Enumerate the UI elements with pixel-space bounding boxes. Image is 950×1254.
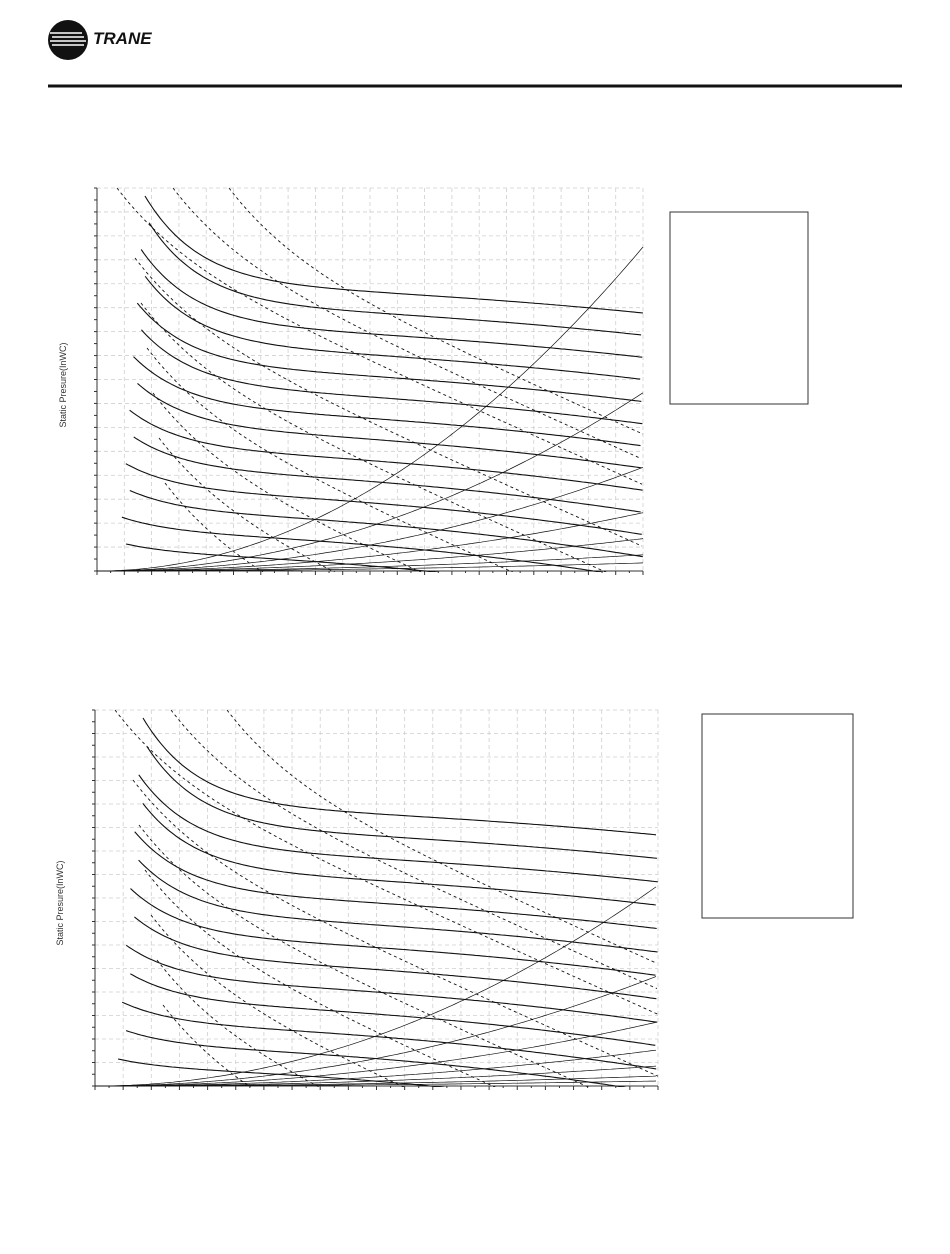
system-curve	[97, 512, 644, 572]
fan-curve	[133, 356, 641, 447]
plot	[94, 187, 644, 575]
plot	[92, 709, 659, 1090]
fan-curve	[125, 463, 642, 535]
system-curve	[95, 1049, 657, 1087]
power-curve	[140, 302, 607, 572]
power-curve	[150, 914, 405, 1087]
fan-curve	[137, 382, 642, 469]
power-curve	[158, 437, 336, 572]
power-curve	[172, 187, 642, 459]
curves	[95, 709, 659, 1087]
fan-curve	[148, 222, 642, 336]
power-curve	[138, 824, 590, 1087]
fan-curve	[138, 859, 658, 953]
fan-curve	[138, 774, 658, 883]
system-curve	[95, 1021, 657, 1087]
fan-curve	[130, 888, 656, 976]
fan-curve	[140, 249, 643, 358]
fan-curve	[125, 944, 658, 1023]
curves	[97, 187, 644, 572]
logo: TRANE	[48, 20, 152, 60]
system-curve	[97, 538, 644, 572]
fan-curve	[121, 1001, 657, 1070]
fan-curve	[144, 275, 641, 380]
power-curve	[228, 187, 644, 435]
fan-curve	[133, 436, 641, 513]
legend-box	[701, 713, 854, 919]
power-curve	[162, 1004, 252, 1087]
power-curve	[134, 257, 643, 547]
system-curve	[97, 392, 644, 572]
power-curve	[116, 187, 643, 485]
power-curve	[144, 869, 496, 1087]
power-curve	[164, 482, 264, 572]
power-curve	[114, 709, 659, 1015]
fan-curve	[142, 717, 657, 836]
fan-curve	[144, 195, 644, 314]
power-curve	[226, 709, 657, 964]
power-curve	[146, 347, 514, 572]
fan-curve	[117, 1058, 446, 1087]
fan-curve	[121, 516, 604, 572]
legend-box	[669, 211, 809, 405]
fan-curve	[136, 302, 642, 402]
power-curve	[156, 959, 320, 1087]
y-axis-label: Static Presure(InWC)	[55, 860, 65, 945]
system-curve	[97, 466, 644, 572]
system-curve	[97, 246, 644, 572]
logo-text: TRANE	[93, 29, 152, 48]
power-curve	[132, 779, 659, 1077]
y-axis-label: Static Presure(InWC)	[58, 342, 68, 427]
fan-curve	[134, 916, 657, 1000]
power-curve	[170, 709, 658, 990]
fan-curve	[140, 329, 643, 425]
system-curve	[95, 976, 657, 1087]
fan-curve	[129, 409, 643, 491]
fan-curve	[125, 543, 440, 572]
system-curve	[95, 1080, 657, 1087]
fan-curve	[130, 973, 656, 1046]
fan-curve	[134, 831, 657, 930]
system-curve	[95, 886, 657, 1087]
fan-curve	[142, 802, 656, 906]
fan-curve	[129, 489, 643, 558]
system-curve	[97, 562, 644, 572]
fan-curve	[146, 746, 657, 859]
